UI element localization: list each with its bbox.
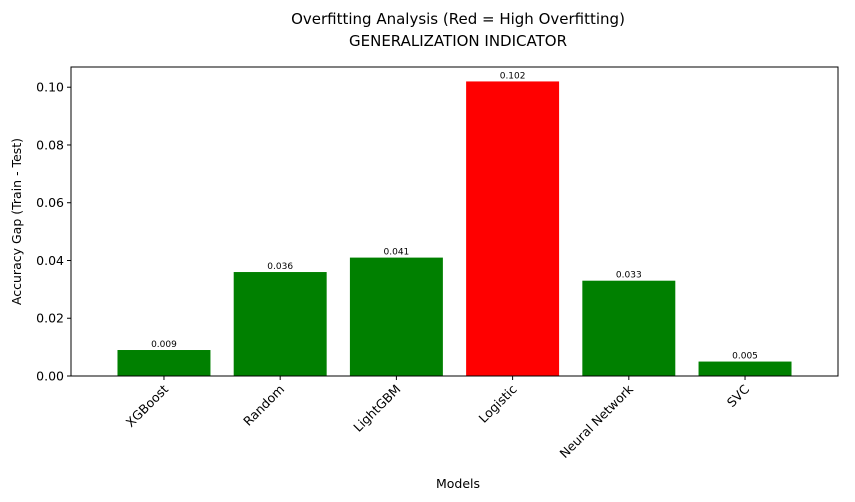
x-tick-label: Neural Network	[556, 381, 636, 461]
x-axis: XGBoost Random LightGBM Logistic Neural Netw…	[123, 376, 753, 461]
y-tick-label: 0.00	[36, 369, 64, 384]
x-tick-label: LightGBM	[350, 382, 403, 435]
plot-frame	[70, 66, 839, 377]
chart-subtitle: GENERALIZATION INDICATOR	[349, 32, 567, 50]
bar-random	[233, 272, 327, 376]
bar-value-label: 0.036	[267, 262, 293, 272]
y-tick-label: 0.08	[36, 137, 64, 152]
y-tick-label: 0.06	[36, 195, 64, 210]
x-tick-label: SVC	[724, 381, 753, 410]
y-tick-label: 0.10	[36, 80, 64, 95]
bar-svc	[698, 361, 792, 376]
bar-lightgbm	[349, 257, 443, 376]
y-tick-label: 0.04	[36, 253, 64, 268]
x-tick-label: Logistic	[475, 381, 519, 425]
y-tick-label: 0.02	[36, 311, 64, 326]
y-axis: 0.00 0.02 0.04 0.06 0.08 0.10	[36, 80, 71, 384]
bar-value-label: 0.009	[151, 340, 177, 350]
bar-neural-network	[582, 280, 676, 376]
x-tick-label: Random	[240, 382, 287, 429]
y-axis-label: Accuracy Gap (Train - Test)	[9, 138, 24, 305]
bar-value-label: 0.041	[384, 248, 410, 258]
x-tick-label: XGBoost	[123, 381, 172, 430]
bar-value-label: 0.005	[732, 352, 758, 362]
bar-value-label: 0.102	[500, 71, 526, 81]
data-labels-group: 0.009 0.036 0.041 0.102 0.033 0.005	[151, 71, 758, 361]
chart-title: Overfitting Analysis (Red = High Overfit…	[291, 10, 625, 28]
bars-group	[117, 81, 792, 376]
bar-xgboost	[117, 350, 211, 376]
bar-value-label: 0.033	[616, 271, 642, 281]
bar-logistic	[466, 81, 560, 376]
x-axis-label: Models	[436, 476, 480, 491]
